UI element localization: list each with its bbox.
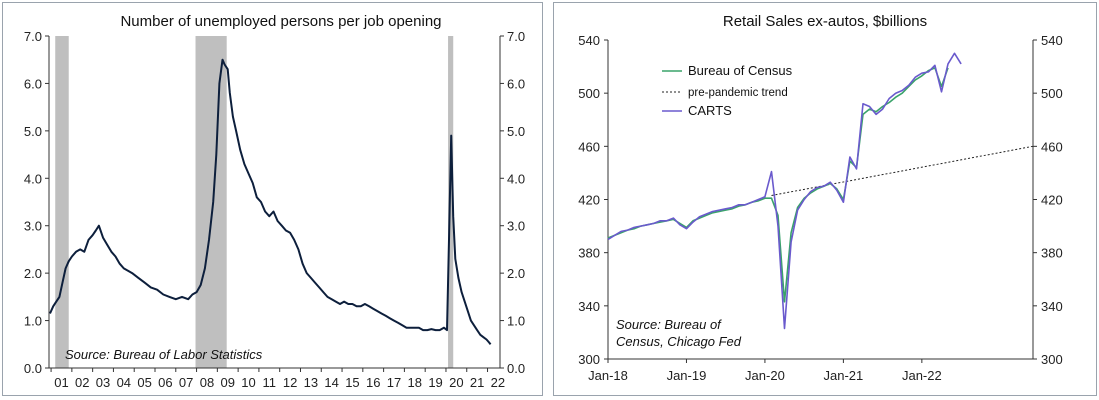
series-line-unemployed-per-opening xyxy=(49,58,492,345)
x-tick-label: 03 xyxy=(96,375,110,390)
chart-panel-unemployed-per-opening: 0.0 0.0 1.0 1.0 2.0 2.0 3.0 3.0 4.0 4.0 5.0 5.0 6.0 6… xyxy=(2,2,543,396)
y-tick-label-right: 460 xyxy=(1041,139,1063,154)
x-tick-label: Jan-21 xyxy=(824,368,864,383)
legend-label: pre-pandemic trend xyxy=(688,87,788,99)
y-tick-label-left: 380 xyxy=(578,246,600,261)
x-tick-label: 10 xyxy=(241,375,255,390)
recession-band xyxy=(195,36,227,368)
x-tick-label: 02 xyxy=(75,375,89,390)
y-tick-label-left: 7.0 xyxy=(24,29,42,44)
y-tick-label-right: 1.0 xyxy=(507,314,525,329)
x-tick-label: 19 xyxy=(428,375,442,390)
x-tick-label: 04 xyxy=(117,375,131,390)
x-tick-label: 14 xyxy=(324,375,338,390)
y-tick-label-right: 3.0 xyxy=(507,219,525,234)
y-tick-label-right: 300 xyxy=(1041,352,1063,367)
x-tick-label: 01 xyxy=(54,375,68,390)
y-tick-label-left: 3.0 xyxy=(24,219,42,234)
y-tick-label-right: 500 xyxy=(1041,86,1063,101)
legend-label: Bureau of Census xyxy=(688,63,793,78)
x-tick-label: 15 xyxy=(345,375,359,390)
y-tick-label-left: 300 xyxy=(578,352,600,367)
x-tick-label: 16 xyxy=(366,375,380,390)
source-note-line2: Census, Chicago Fed xyxy=(616,334,742,349)
y-tick-label-right: 380 xyxy=(1041,246,1063,261)
chart-title: Retail Sales ex-autos, $billions xyxy=(723,13,927,30)
recession-band xyxy=(55,36,69,368)
y-tick-label-left: 500 xyxy=(578,86,600,101)
y-tick-label-right: 5.0 xyxy=(507,124,525,139)
x-tick-label: 09 xyxy=(221,375,235,390)
x-tick-label: 22 xyxy=(491,375,505,390)
chart-panel-retail-sales: 300 300 340 340 380 380 420 420 460 460 500 500 540 5… xyxy=(553,2,1097,396)
x-tick-label: 13 xyxy=(304,375,318,390)
series-line-carts xyxy=(607,52,962,330)
x-tick-label: 17 xyxy=(387,375,401,390)
y-tick-label-left: 540 xyxy=(578,33,600,48)
source-note: Source: Bureau of Labor Statistics xyxy=(65,347,263,362)
chart-retail-sales-ex-autos: 300 300 340 340 380 380 420 420 460 460 500 500 540 5… xyxy=(578,13,1063,383)
y-tick-label-right: 7.0 xyxy=(507,29,525,44)
series-line-pre-pandemic-trend xyxy=(771,145,1034,196)
x-tick-label: 18 xyxy=(408,375,422,390)
y-tick-label-left: 2.0 xyxy=(24,266,42,281)
x-tick-label: Jan-18 xyxy=(588,368,628,383)
chart-unemployed-per-opening: 0.0 0.0 1.0 1.0 2.0 2.0 3.0 3.0 4.0 4.0 5.0 5.0 6.0 6… xyxy=(24,13,525,390)
y-tick-label-left: 4.0 xyxy=(24,171,42,186)
x-tick-label: 21 xyxy=(470,375,484,390)
x-tick-label: 06 xyxy=(158,375,172,390)
y-tick-label-right: 340 xyxy=(1041,299,1063,314)
y-tick-label-right: 4.0 xyxy=(507,171,525,186)
y-tick-label-right: 540 xyxy=(1041,33,1063,48)
y-tick-label-left: 340 xyxy=(578,299,600,314)
y-tick-label-left: 460 xyxy=(578,139,600,154)
x-tick-label: Jan-19 xyxy=(667,368,707,383)
x-tick-label: Jan-22 xyxy=(902,368,942,383)
x-tick-label: 07 xyxy=(179,375,193,390)
y-tick-label-right: 0.0 xyxy=(507,361,525,376)
y-tick-label-left: 6.0 xyxy=(24,76,42,91)
x-tick-label: 12 xyxy=(283,375,297,390)
x-tick-label: 11 xyxy=(263,375,277,390)
x-tick-label: Jan-20 xyxy=(745,368,785,383)
y-tick-label-left: 5.0 xyxy=(24,124,42,139)
y-tick-label-right: 6.0 xyxy=(507,76,525,91)
y-tick-label-left: 0.0 xyxy=(24,361,42,376)
x-tick-label: 05 xyxy=(137,375,151,390)
y-tick-label-right: 2.0 xyxy=(507,266,525,281)
y-tick-label-left: 420 xyxy=(578,193,600,208)
legend-label: CARTS xyxy=(688,103,732,118)
x-tick-label: 08 xyxy=(200,375,214,390)
source-note-line1: Source: Bureau of xyxy=(616,317,722,332)
x-tick-label: 20 xyxy=(449,375,463,390)
y-tick-label-right: 420 xyxy=(1041,193,1063,208)
y-tick-label-left: 1.0 xyxy=(24,314,42,329)
series-line-bureau-of-census xyxy=(607,67,949,303)
chart-title: Number of unemployed persons per job ope… xyxy=(120,13,441,30)
